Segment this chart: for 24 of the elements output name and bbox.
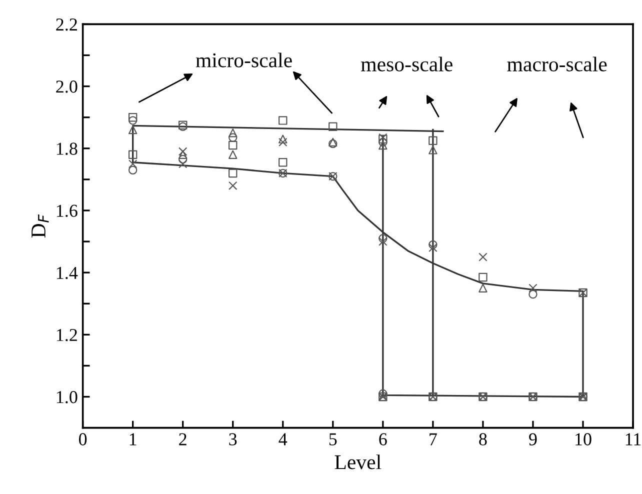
y-tick-label: 1.8 [56,142,78,155]
y-tick-label: 2.2 [56,18,77,31]
annotation: micro-scale [196,52,292,68]
annotation: meso-scale [361,56,452,72]
x-tick-label: 4 [278,433,288,446]
x-tick-label: 6 [379,433,387,446]
x-tick-label: 11 [626,433,641,446]
y-tick-label: 1.4 [56,266,78,280]
x-tick-label: 9 [529,433,537,446]
annotation: macro-scale [507,56,607,72]
x-tick-label: 7 [430,433,437,446]
y-axis-title: D$_{F}$ [32,214,49,238]
y-tick-label: 2.0 [56,80,78,93]
x-tick-label: 0 [78,433,87,446]
x-tick-label: 2 [179,433,186,446]
x-tick-label: 3 [229,433,237,446]
x-tick-label: 10 [576,433,592,446]
x-tick-label: 1 [130,433,136,446]
x-tick-label: 8 [479,433,487,446]
y-tick-label: 1.2 [56,328,77,342]
y-tick-label: 1.0 [56,391,78,404]
y-tick-label: 1.6 [56,204,78,218]
x-axis-title: Level [334,454,382,470]
x-tick-label: 5 [329,433,337,446]
